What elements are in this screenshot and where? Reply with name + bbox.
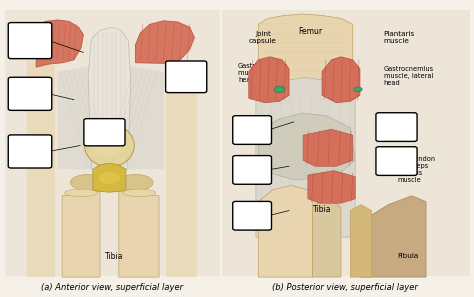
FancyBboxPatch shape [8, 135, 52, 168]
Polygon shape [166, 60, 197, 277]
Ellipse shape [99, 172, 120, 184]
Polygon shape [119, 191, 159, 277]
Text: Plantaris
muscle: Plantaris muscle [383, 31, 415, 44]
Text: Joint
capsule: Joint capsule [249, 31, 277, 44]
Ellipse shape [123, 189, 156, 197]
Text: (b) Posterior view, superficial layer: (b) Posterior view, superficial layer [272, 283, 418, 292]
Polygon shape [93, 163, 126, 192]
Ellipse shape [84, 124, 134, 167]
FancyBboxPatch shape [376, 147, 417, 176]
Ellipse shape [64, 189, 98, 197]
Polygon shape [256, 78, 355, 237]
Polygon shape [27, 60, 55, 277]
Text: Femur: Femur [298, 27, 322, 36]
FancyBboxPatch shape [165, 61, 207, 93]
Polygon shape [57, 66, 93, 169]
Text: Fibula: Fibula [398, 253, 419, 259]
Polygon shape [88, 27, 131, 169]
FancyBboxPatch shape [233, 201, 272, 230]
Ellipse shape [71, 174, 106, 191]
Polygon shape [322, 57, 360, 103]
Polygon shape [62, 191, 100, 277]
Bar [222, 10, 470, 276]
Text: Bursa: Bursa [242, 117, 263, 124]
FancyBboxPatch shape [8, 23, 52, 59]
FancyBboxPatch shape [233, 156, 272, 184]
Polygon shape [360, 196, 426, 277]
Text: Gastrocnemius
muscle, medial
head: Gastrocnemius muscle, medial head [238, 63, 289, 83]
Polygon shape [350, 205, 372, 277]
Polygon shape [36, 20, 83, 67]
Polygon shape [258, 14, 353, 95]
Text: Gastrocnemius
muscle, lateral
head: Gastrocnemius muscle, lateral head [383, 66, 434, 86]
Polygon shape [101, 166, 118, 191]
Ellipse shape [118, 174, 153, 191]
Text: Cut tendon
of biceps
femoris
muscle: Cut tendon of biceps femoris muscle [398, 156, 435, 183]
FancyBboxPatch shape [233, 116, 272, 144]
Polygon shape [313, 196, 341, 277]
Polygon shape [128, 66, 164, 169]
Bar [5, 10, 220, 276]
Text: Tibia: Tibia [313, 205, 331, 214]
FancyBboxPatch shape [84, 119, 125, 146]
Ellipse shape [274, 86, 285, 93]
Ellipse shape [91, 129, 122, 156]
Text: Tibia: Tibia [105, 252, 123, 261]
FancyBboxPatch shape [376, 113, 417, 141]
Polygon shape [303, 129, 353, 166]
Polygon shape [249, 57, 289, 103]
Polygon shape [308, 171, 355, 203]
Polygon shape [136, 21, 194, 63]
Polygon shape [258, 185, 313, 277]
Ellipse shape [354, 87, 362, 92]
Text: Patella: Patella [102, 143, 131, 151]
FancyBboxPatch shape [8, 77, 52, 110]
Text: (a) Anterior view, superficial layer: (a) Anterior view, superficial layer [41, 283, 183, 292]
Polygon shape [258, 113, 355, 180]
